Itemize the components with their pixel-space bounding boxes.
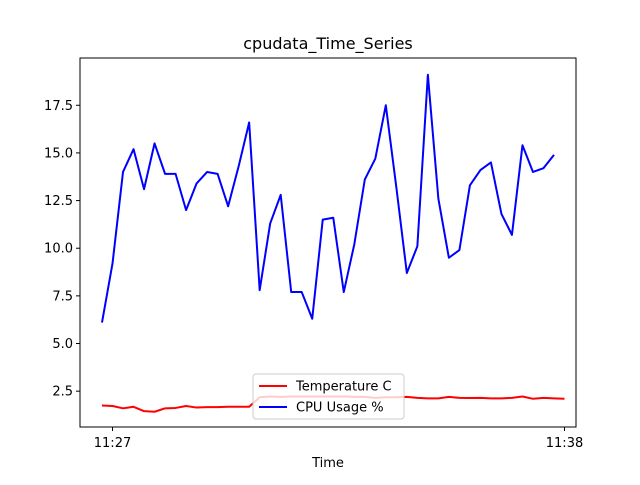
y-tick-label: 17.5: [44, 99, 73, 114]
legend-label-1: CPU Usage %: [296, 401, 384, 416]
x-tick-label: 11:38: [546, 436, 583, 451]
y-tick-label: 10.0: [44, 242, 73, 257]
series-line-1: [101, 73, 555, 323]
x-axis: 11:27 11:38: [94, 427, 583, 451]
legend-label-0: Temperature C: [295, 380, 392, 395]
legend: Temperature C CPU Usage %: [252, 373, 405, 420]
y-tick-label: 7.5: [52, 289, 73, 304]
axes-frame: [79, 57, 577, 428]
x-tick-label: 11:27: [94, 436, 131, 451]
chart-title: cpudata_Time_Series: [243, 34, 413, 54]
y-tick-label: 5.0: [52, 337, 73, 352]
y-axis: 2.5 5.0 7.5 10.0 12.5 15.0 17.5: [44, 99, 80, 400]
y-tick-label: 15.0: [44, 146, 73, 161]
x-axis-label: Time: [311, 456, 344, 471]
legend-box: [252, 373, 405, 420]
y-tick-label: 2.5: [52, 385, 73, 400]
y-tick-label: 12.5: [44, 194, 73, 209]
